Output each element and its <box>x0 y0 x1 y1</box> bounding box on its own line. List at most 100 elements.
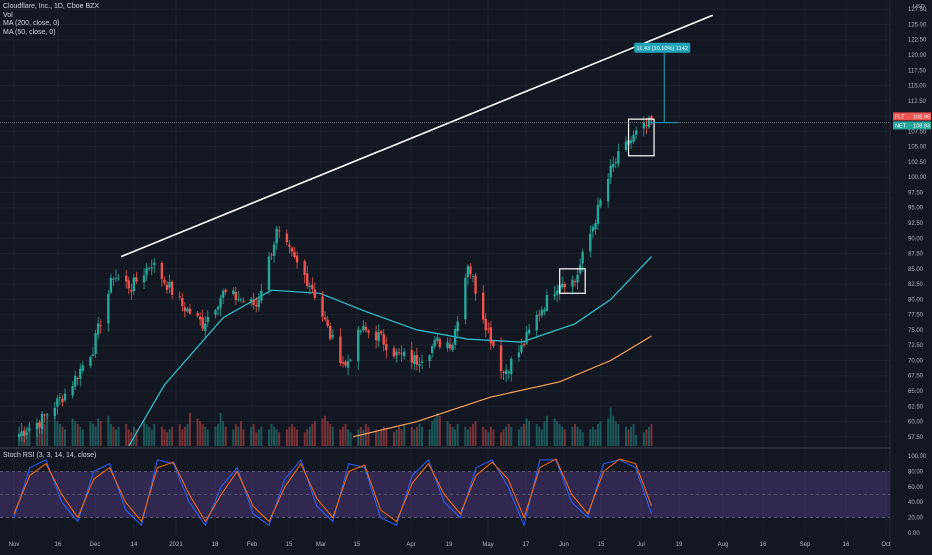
volume-bar <box>545 415 548 446</box>
candle-body <box>145 268 148 276</box>
rsi-tick-label: 100.00 <box>908 454 927 460</box>
volume-bar <box>500 432 503 446</box>
volume-bar <box>563 429 566 446</box>
x-tick-label: Apr <box>406 542 415 548</box>
volume-bar <box>313 421 316 446</box>
volume-bar <box>181 429 184 446</box>
volume-bar <box>510 426 513 446</box>
candle-body <box>341 361 345 364</box>
candle-body <box>270 254 273 256</box>
volume-bar <box>596 424 599 446</box>
x-tick-label: 16 <box>55 542 62 548</box>
candle-body <box>96 323 100 335</box>
candle-body <box>487 328 490 330</box>
volume-bar <box>150 429 153 446</box>
y-tick-label: 105.00 <box>908 145 927 151</box>
y-tick-label: 85.00 <box>908 267 924 273</box>
candle-body <box>612 164 615 168</box>
x-tick-label: Jun <box>559 542 569 548</box>
consolidation-box <box>627 118 655 157</box>
candle-body <box>61 398 64 403</box>
x-tick-label: 18 <box>212 542 219 548</box>
volume-bar <box>489 426 492 446</box>
candle-body <box>397 352 401 354</box>
volume-bar <box>273 426 276 446</box>
candles <box>17 114 653 443</box>
volume-bar <box>278 432 281 446</box>
candle-body <box>181 298 184 306</box>
volume-bar <box>306 429 309 446</box>
candle-body <box>451 345 454 351</box>
y-tick-label: 122.50 <box>908 38 927 44</box>
volume-bar <box>647 426 650 446</box>
y-tick-label: 72.50 <box>908 343 924 349</box>
volume-bar <box>528 421 531 446</box>
consolidation-box <box>559 268 586 294</box>
candle-body <box>650 116 653 121</box>
candle-body <box>606 178 610 202</box>
candle-body <box>257 299 260 307</box>
volume-bar <box>507 424 510 446</box>
volume-bar <box>558 424 561 446</box>
x-tick-label: Mar <box>316 542 326 548</box>
candle-body <box>56 398 59 407</box>
candle-body <box>196 313 199 316</box>
volume-bar <box>482 426 485 446</box>
volume-bar <box>375 429 378 446</box>
candle-body <box>323 317 327 320</box>
volume-bar <box>635 435 638 446</box>
candle-body <box>635 130 638 135</box>
volume-bar <box>398 426 401 446</box>
candle-body <box>165 284 169 290</box>
volume-bar <box>76 424 79 446</box>
volume-bar <box>94 426 97 446</box>
volume-bar <box>308 426 311 446</box>
volume-bar <box>543 421 546 446</box>
volume-bar <box>502 429 505 446</box>
volume-bar <box>46 413 49 446</box>
x-tick-label: 19 <box>446 542 453 548</box>
candle-body <box>466 266 470 278</box>
volume-bar <box>645 429 648 446</box>
candle-body <box>471 276 475 278</box>
ma200-line <box>352 335 652 438</box>
volume-bar <box>183 426 186 446</box>
candle-body <box>23 430 26 436</box>
candle-body <box>114 277 118 279</box>
candle-body <box>188 308 192 314</box>
candle-body <box>252 299 255 306</box>
volume-bar <box>347 429 350 446</box>
volume-bar <box>525 418 528 446</box>
y-tick-label: 65.00 <box>908 389 924 395</box>
volume-bar <box>418 424 421 446</box>
candle-body <box>288 244 291 247</box>
candle-body <box>329 325 332 340</box>
candle-body <box>629 140 633 144</box>
candle-body <box>438 339 442 347</box>
y-tick-label: 70.00 <box>908 358 924 364</box>
x-tick-label: Aug <box>718 542 729 548</box>
volume-bar <box>53 415 56 446</box>
volume-bar <box>487 432 490 446</box>
candle-body <box>45 414 49 416</box>
x-tick-label: 14 <box>131 542 138 548</box>
volume-bar <box>410 426 413 446</box>
candle-body <box>234 291 238 300</box>
volume-bar <box>581 432 584 446</box>
candle-body <box>349 359 352 361</box>
volume-bar <box>321 418 324 446</box>
candle-body <box>17 433 21 437</box>
volume-bar <box>107 415 110 446</box>
candle-body <box>242 301 245 302</box>
candle-body <box>413 355 416 364</box>
legend-title: Cloudflare, Inc., 1D, Cboe BZX <box>3 3 100 10</box>
candle-body <box>502 372 505 373</box>
volume-bar <box>92 424 95 446</box>
volume-bar <box>326 421 329 446</box>
candle-body <box>359 330 362 332</box>
volume-bar <box>561 426 564 446</box>
candle-body <box>374 331 378 341</box>
candle-body <box>232 290 235 295</box>
